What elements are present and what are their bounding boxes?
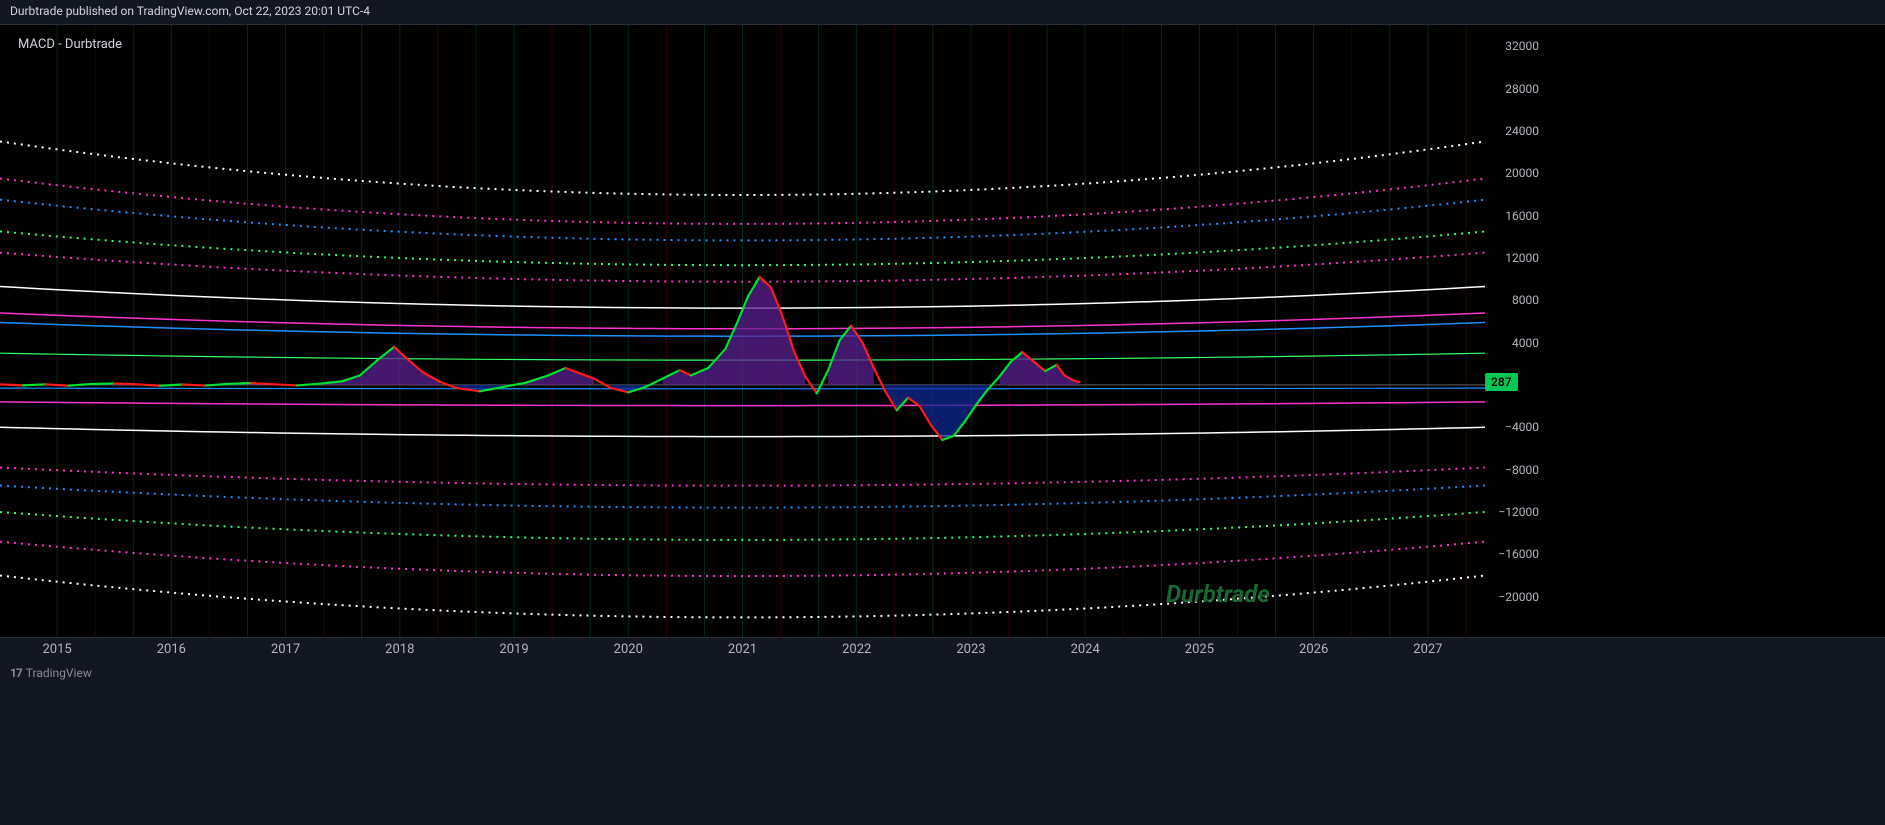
y-tick: −8000 [1505,463,1539,477]
publish-text: Durbtrade published on TradingView.com, … [10,4,370,18]
y-tick: 16000 [1505,209,1539,223]
x-tick: 2027 [1413,642,1442,657]
current-value-tag: 287 [1485,373,1518,391]
y-tick: −4000 [1505,420,1539,434]
y-axis[interactable]: 32000 28000 24000 20000 16000 12000 8000 4000 −4… [1485,25,1545,639]
y-tick: 32000 [1505,39,1539,53]
y-tick: −16000 [1498,547,1539,561]
y-tick: 20000 [1505,166,1539,180]
tradingview-logo-icon: 17 [10,666,22,680]
x-tick: 2022 [842,642,871,657]
footer-brand: 17 TradingView [10,666,92,680]
chart-plot[interactable] [0,25,1485,639]
y-tick: 24000 [1505,124,1539,138]
y-tick: −20000 [1498,590,1539,604]
x-tick: 2018 [385,642,414,657]
x-tick: 2015 [42,642,71,657]
x-tick: 2017 [271,642,300,657]
y-tick: 8000 [1512,293,1539,307]
x-tick: 2021 [728,642,757,657]
brand-text: TradingView [26,666,92,680]
watermark: Durbtrade [1166,580,1270,608]
x-tick: 2019 [499,642,528,657]
y-tick: 12000 [1505,251,1539,265]
x-tick: 2026 [1299,642,1328,657]
publish-header: Durbtrade published on TradingView.com, … [0,0,1885,24]
x-tick: 2016 [157,642,186,657]
y-tick: 28000 [1505,82,1539,96]
y-tick: −12000 [1498,505,1539,519]
x-tick: 2023 [956,642,985,657]
x-tick: 2020 [614,642,643,657]
x-tick: 2024 [1071,642,1100,657]
x-tick: 2025 [1185,642,1214,657]
chart-panel[interactable]: MACD - Durbtrade 32000 28000 24000 20000 160… [0,24,1885,638]
y-tick: 4000 [1512,336,1539,350]
x-axis[interactable]: 2015 2016 2017 2018 2019 2020 2021 2022 2023 2024… [0,638,1485,662]
indicator-label: MACD - Durbtrade [18,37,122,52]
